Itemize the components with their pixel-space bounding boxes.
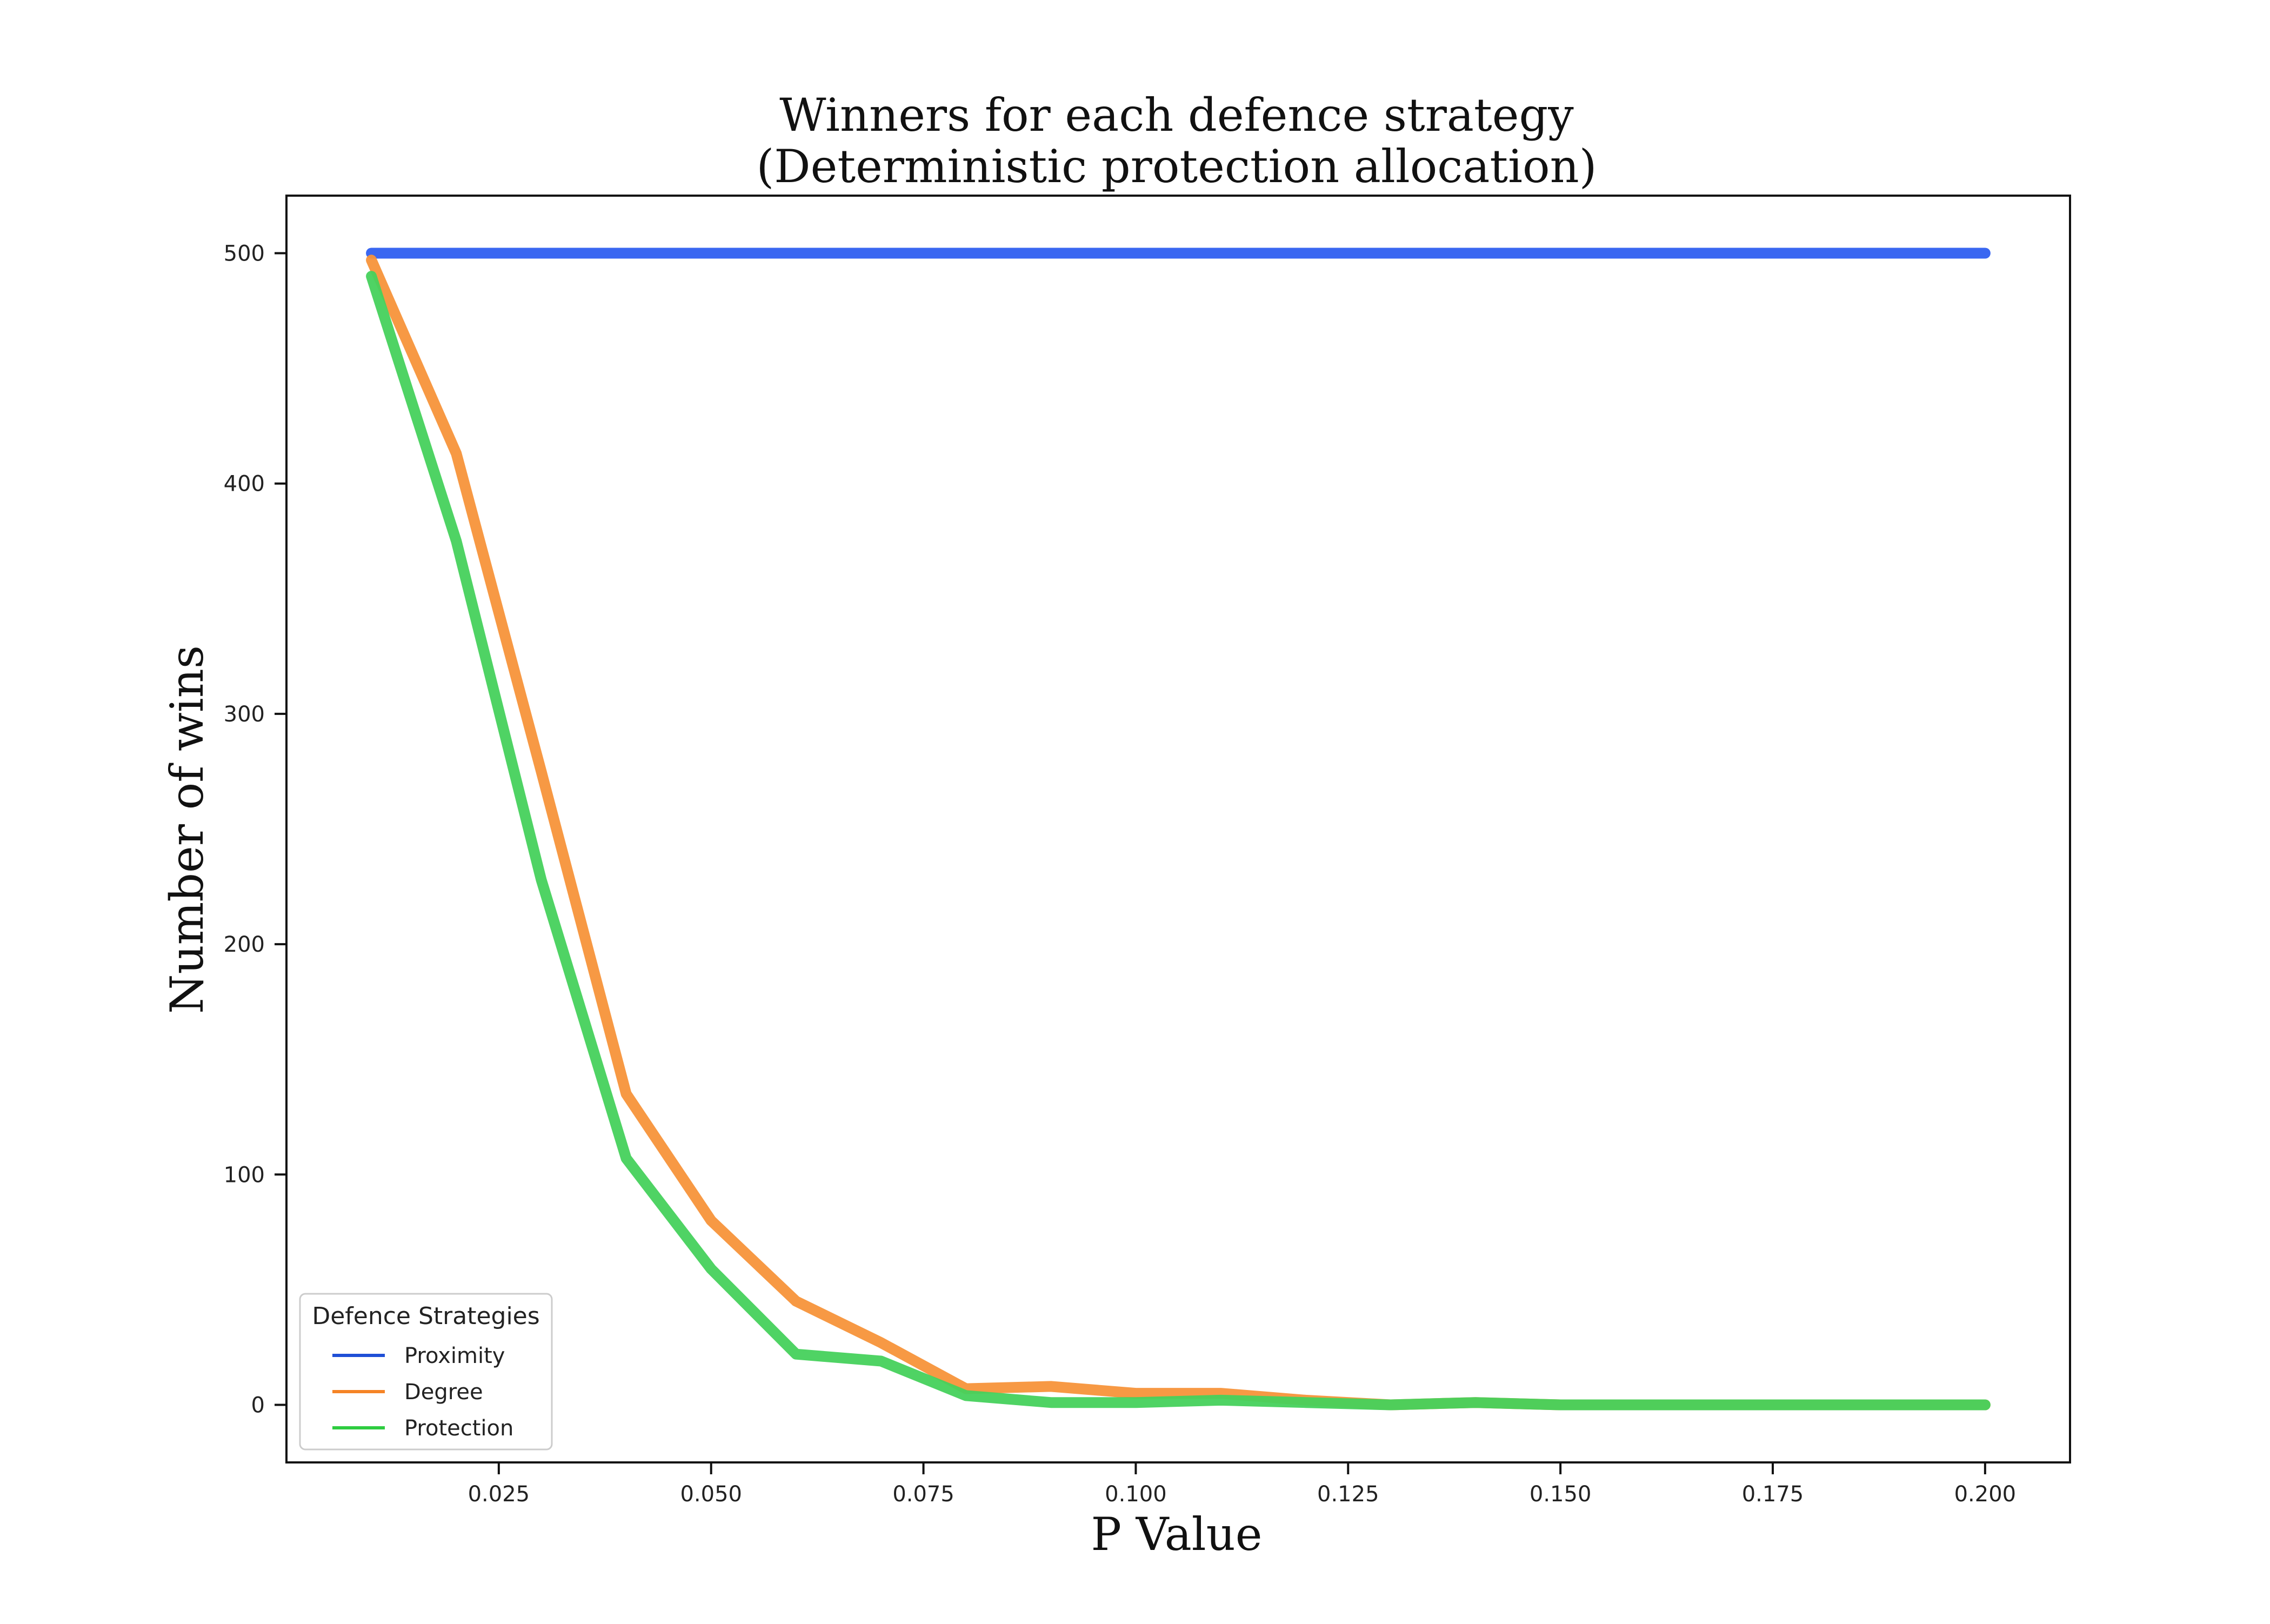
x-tick-label: 0.100 — [1105, 1482, 1167, 1507]
legend: Defence Strategies Proximity Degree Protec… — [299, 1293, 553, 1451]
legend-label-degree: Degree — [404, 1380, 483, 1405]
y-tick-label: 400 — [224, 472, 265, 497]
chart-title: Winners for each defence strategy — [779, 89, 1574, 142]
x-axis-label: P Value — [1091, 1508, 1263, 1561]
x-tick-label: 0.075 — [892, 1482, 954, 1507]
series-layer — [366, 248, 1991, 1411]
legend-items: Proximity Degree Protection — [332, 1344, 513, 1441]
y-tick-label: 0 — [251, 1393, 265, 1418]
x-tick-label: 0.175 — [1742, 1482, 1804, 1507]
legend-box — [299, 1293, 553, 1451]
x-tick-label: 0.025 — [468, 1482, 530, 1507]
x-tick-label: 0.125 — [1317, 1482, 1379, 1507]
legend-title: Defence Strategies — [312, 1302, 539, 1330]
x-tick-label: 0.150 — [1530, 1482, 1592, 1507]
y-tick-label: 500 — [224, 242, 265, 266]
chart-subtitle: (Deterministic protection allocation) — [757, 140, 1597, 193]
x-tick-label: 0.200 — [1954, 1482, 2017, 1507]
plot-area-frame — [285, 195, 2071, 1463]
legend-label-protection: Protection — [404, 1416, 513, 1441]
ticks-layer: 0.025 0.050 0.075 0.100 0.125 0.150 0.175 0.200… — [224, 242, 2016, 1507]
y-tick-label: 100 — [224, 1162, 265, 1187]
y-tick-label: 200 — [224, 932, 265, 957]
y-tick-label: 300 — [224, 702, 265, 727]
x-tick-label: 0.050 — [680, 1482, 742, 1507]
y-axis-label: Number of wins — [161, 645, 213, 1014]
series-line-protection — [366, 271, 1991, 1411]
legend-label-proximity: Proximity — [404, 1344, 505, 1368]
